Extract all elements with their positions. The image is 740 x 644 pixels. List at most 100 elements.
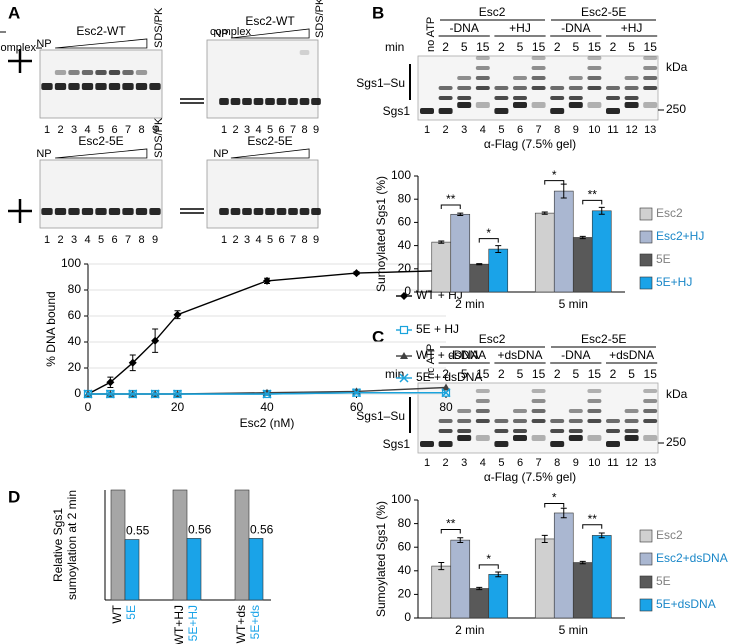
marker-label: 250	[666, 435, 686, 449]
gel-band	[457, 435, 472, 441]
gel-band	[457, 429, 472, 433]
marker-label: 250	[666, 102, 686, 116]
lane-number: 1	[424, 124, 430, 136]
time-label: 5	[461, 367, 468, 381]
np-label: NP	[36, 148, 51, 160]
lane-number: 4	[255, 124, 261, 136]
gel-band	[568, 86, 583, 90]
gel-band	[135, 208, 148, 215]
gel-band	[550, 441, 565, 447]
gel-band	[457, 86, 472, 90]
error-bar	[438, 562, 445, 571]
complex-label: complex	[210, 26, 251, 38]
lane-number: 6	[278, 124, 284, 136]
gel-band	[438, 441, 453, 447]
gel-band	[587, 399, 602, 403]
gel-band	[54, 208, 67, 215]
gel-band	[494, 441, 509, 447]
gel-band	[513, 419, 527, 423]
time-label: 5	[572, 40, 579, 54]
group-label: Esc2	[479, 5, 506, 19]
legend-swatch	[639, 253, 653, 267]
gel-band	[513, 86, 527, 90]
lane-number: 5	[98, 124, 104, 136]
gel-band	[54, 83, 67, 90]
gel-band	[95, 83, 107, 90]
lane-number: 4	[84, 234, 90, 246]
point	[128, 389, 138, 399]
gel-band	[568, 435, 583, 441]
gel-band	[475, 399, 490, 403]
gel-band	[95, 70, 107, 75]
legend-marker	[400, 292, 408, 300]
gel-band	[550, 86, 565, 90]
gel-band	[219, 98, 229, 105]
gel-band	[457, 419, 472, 423]
gel-band	[606, 96, 620, 100]
legend-label: 5E+HJ	[656, 275, 692, 289]
point	[106, 378, 115, 387]
time-label: 5	[461, 40, 468, 54]
y-tick-label: 0	[404, 284, 411, 298]
gel-band	[242, 208, 252, 215]
time-label: 5	[572, 367, 579, 381]
lane-number: 2	[57, 234, 63, 246]
bar	[534, 538, 555, 619]
lane-number: 1	[221, 124, 227, 136]
time-label: 15	[476, 367, 490, 381]
significance-bracket	[582, 199, 603, 205]
lane-number: 5	[98, 234, 104, 246]
gel-band	[643, 102, 658, 108]
lane-number: 4	[255, 234, 261, 246]
gel-band	[457, 409, 472, 413]
y-tick-label: 20	[398, 587, 412, 601]
gel-band	[531, 56, 546, 60]
np-label: NP	[213, 148, 228, 160]
gel	[39, 159, 163, 229]
time-label: 2	[442, 40, 449, 54]
gel-band	[420, 108, 434, 114]
lane-number: 3	[244, 234, 250, 246]
gel-band	[68, 208, 80, 215]
lane-number: 5	[498, 457, 504, 469]
gel-band	[643, 435, 658, 441]
gel-band	[68, 70, 80, 75]
lane-number: 13	[644, 457, 656, 469]
gel-band	[494, 96, 509, 100]
lane-number: 4	[480, 124, 486, 136]
time-label: 2	[554, 40, 561, 54]
x-tick-label: 40	[260, 400, 274, 414]
wedge	[230, 148, 310, 159]
point	[263, 276, 271, 285]
gel-band	[135, 70, 148, 75]
gel-band	[475, 435, 490, 441]
gel-band	[81, 208, 94, 215]
lane-number: 2	[57, 124, 63, 136]
point	[352, 269, 361, 278]
lane-number: 3	[461, 457, 467, 469]
gel-band	[219, 208, 229, 215]
lane-number: 1	[44, 124, 50, 136]
panel-letter: C	[372, 327, 384, 346]
bar	[248, 538, 264, 601]
lane-number: 6	[111, 234, 117, 246]
bar	[450, 539, 471, 619]
gel-band	[568, 419, 583, 423]
gel-band	[643, 76, 658, 80]
bar	[553, 512, 574, 619]
wedge	[55, 38, 148, 49]
point	[441, 388, 451, 398]
dsdna-icon	[180, 98, 204, 214]
condition-label: +dsDNA	[609, 348, 654, 362]
significance-bracket	[440, 204, 461, 209]
x-tick-label: 20	[171, 400, 185, 414]
error-bar	[495, 245, 502, 254]
gel-band	[457, 96, 472, 100]
lane-number: 1	[424, 457, 430, 469]
lane-number: 1	[44, 234, 50, 246]
gel-caption: α-Flag (7.5% gel)	[484, 137, 576, 151]
condition-label: +HJ	[621, 21, 643, 35]
gel-band	[587, 389, 602, 393]
kda-label: kDa	[666, 387, 688, 401]
gel-band	[253, 98, 264, 105]
